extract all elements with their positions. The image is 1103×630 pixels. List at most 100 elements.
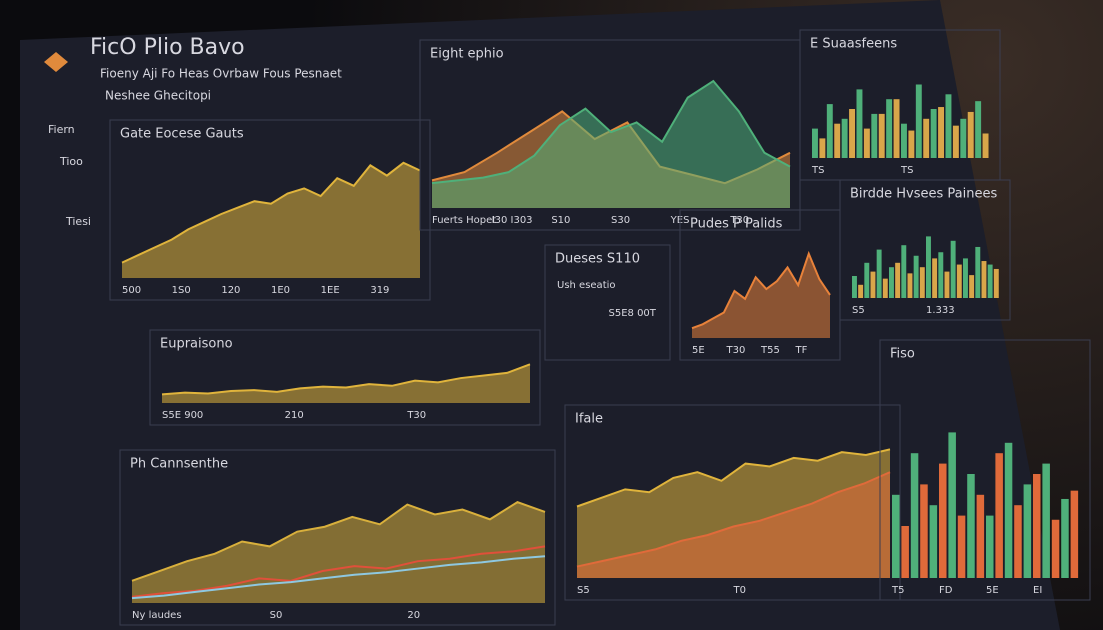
bar [944,271,950,298]
label: Ush eseatio [557,280,616,291]
bar [864,262,870,298]
area [577,472,890,578]
label: T55 [760,345,780,356]
panel [839,179,1011,321]
bar [1014,505,1022,578]
label: 5E [692,345,705,356]
bar [908,130,915,158]
panel-title: Eupraisono [160,337,233,352]
bar [893,99,900,158]
bar [926,236,931,298]
label: T5 [891,585,904,596]
panel [544,244,671,361]
bar [856,89,863,158]
area [692,253,830,338]
bar [945,94,952,158]
bar [882,278,888,298]
panel-title: Birdde Hvsees Painees [850,187,997,202]
label: 1E0 [271,285,290,296]
label: S5 [577,585,590,596]
page-title: FicO Plio Bavo [90,35,245,60]
nav-item[interactable]: Fiern [48,123,75,136]
panel [564,404,901,601]
label: S5 [852,305,865,316]
label: Ny laudes [132,610,182,621]
bar [1042,463,1050,578]
bar [913,255,919,298]
line [131,555,546,600]
bar [1070,490,1079,578]
label: 1EE [321,285,340,296]
bar [1061,498,1069,578]
logo [44,52,68,72]
line [131,501,546,582]
bar [950,240,956,298]
bar [889,267,894,298]
label: TF [795,345,808,356]
panel-title: Pudes P Palids [690,217,783,232]
bar [967,474,975,578]
bar [993,268,999,298]
label: 500 [122,285,141,296]
panel-title: Gate Eocese Gauts [120,127,244,142]
label: S5E8 00T [609,308,657,319]
bar [982,133,989,158]
bar [995,453,1003,578]
panel [149,329,541,426]
bar [834,123,841,158]
bar [878,113,885,158]
bar [1033,474,1041,578]
line [691,250,831,330]
nav-item[interactable]: Tiesi [65,215,91,228]
area [162,364,530,403]
label: 319 [370,285,389,296]
panel-title: E Suaasfeens [810,37,897,52]
panel [109,119,431,301]
label: S0 [270,610,283,621]
bar [987,264,993,298]
area [132,502,545,603]
label: S10 [551,215,570,226]
bar [1004,442,1013,578]
panel [119,449,556,626]
label: TS [811,165,824,176]
panel-title: Ifale [575,412,603,427]
bar [952,125,959,158]
nav-item[interactable]: Tioo [59,155,83,168]
line [131,545,546,598]
bar [819,138,826,158]
bar [919,267,925,298]
bar [986,515,994,578]
panel [879,339,1091,601]
bar [981,261,987,298]
bar [938,107,945,158]
bar [901,245,907,298]
bar [960,118,967,158]
bar [948,432,956,578]
label: Fuerts Hopet [432,215,496,226]
label: T30 [406,410,426,421]
bar [852,276,857,298]
line [121,161,421,264]
label: T30 [726,345,746,356]
label: EI [1033,585,1042,596]
bar [876,249,882,298]
bar [969,275,975,298]
bar [907,273,913,298]
label: 1.333 [926,305,955,316]
label: TS [900,165,913,176]
bar [932,258,938,298]
area [122,162,420,278]
bar [886,99,893,158]
bar [915,84,922,158]
bar [923,118,930,158]
bar [812,128,818,158]
bar [1023,484,1032,578]
bar [930,109,937,158]
bar [975,101,982,158]
bar [858,284,864,298]
bar [976,494,985,578]
bar [939,463,947,578]
